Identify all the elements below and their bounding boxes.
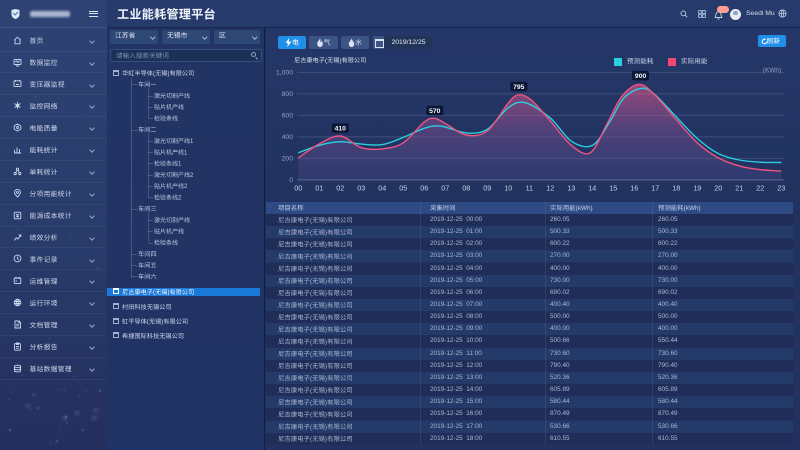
- svg-text:06: 06: [420, 184, 428, 193]
- svg-text:00: 00: [294, 184, 302, 193]
- svg-text:0: 0: [289, 177, 293, 184]
- svg-text:11: 11: [526, 184, 533, 193]
- svg-text:570: 570: [429, 108, 441, 115]
- svg-text:05: 05: [399, 184, 407, 193]
- svg-text:07: 07: [441, 184, 449, 193]
- svg-text:12: 12: [546, 184, 554, 193]
- svg-text:21: 21: [735, 184, 743, 193]
- svg-text:795: 795: [513, 84, 525, 91]
- svg-text:04: 04: [378, 184, 386, 193]
- svg-text:03: 03: [357, 184, 365, 193]
- svg-text:20: 20: [714, 184, 722, 193]
- svg-text:800: 800: [282, 91, 294, 98]
- svg-text:02: 02: [336, 184, 344, 193]
- svg-text:14: 14: [588, 184, 596, 193]
- svg-text:13: 13: [567, 184, 575, 193]
- svg-text:19: 19: [693, 184, 701, 193]
- svg-text:08: 08: [462, 184, 470, 193]
- svg-text:200: 200: [282, 156, 294, 163]
- svg-text:23: 23: [777, 184, 785, 193]
- svg-text:10: 10: [504, 184, 512, 193]
- svg-text:1,000: 1,000: [276, 70, 293, 77]
- svg-text:01: 01: [315, 184, 323, 193]
- svg-text:09: 09: [483, 184, 491, 193]
- svg-text:18: 18: [672, 184, 680, 193]
- svg-text:22: 22: [756, 184, 764, 193]
- svg-text:600: 600: [282, 113, 294, 120]
- svg-text:400: 400: [282, 134, 294, 141]
- svg-text:17: 17: [651, 184, 659, 193]
- svg-text:410: 410: [335, 126, 347, 133]
- svg-text:15: 15: [609, 184, 617, 193]
- svg-text:900: 900: [635, 73, 647, 80]
- svg-text:16: 16: [630, 184, 638, 193]
